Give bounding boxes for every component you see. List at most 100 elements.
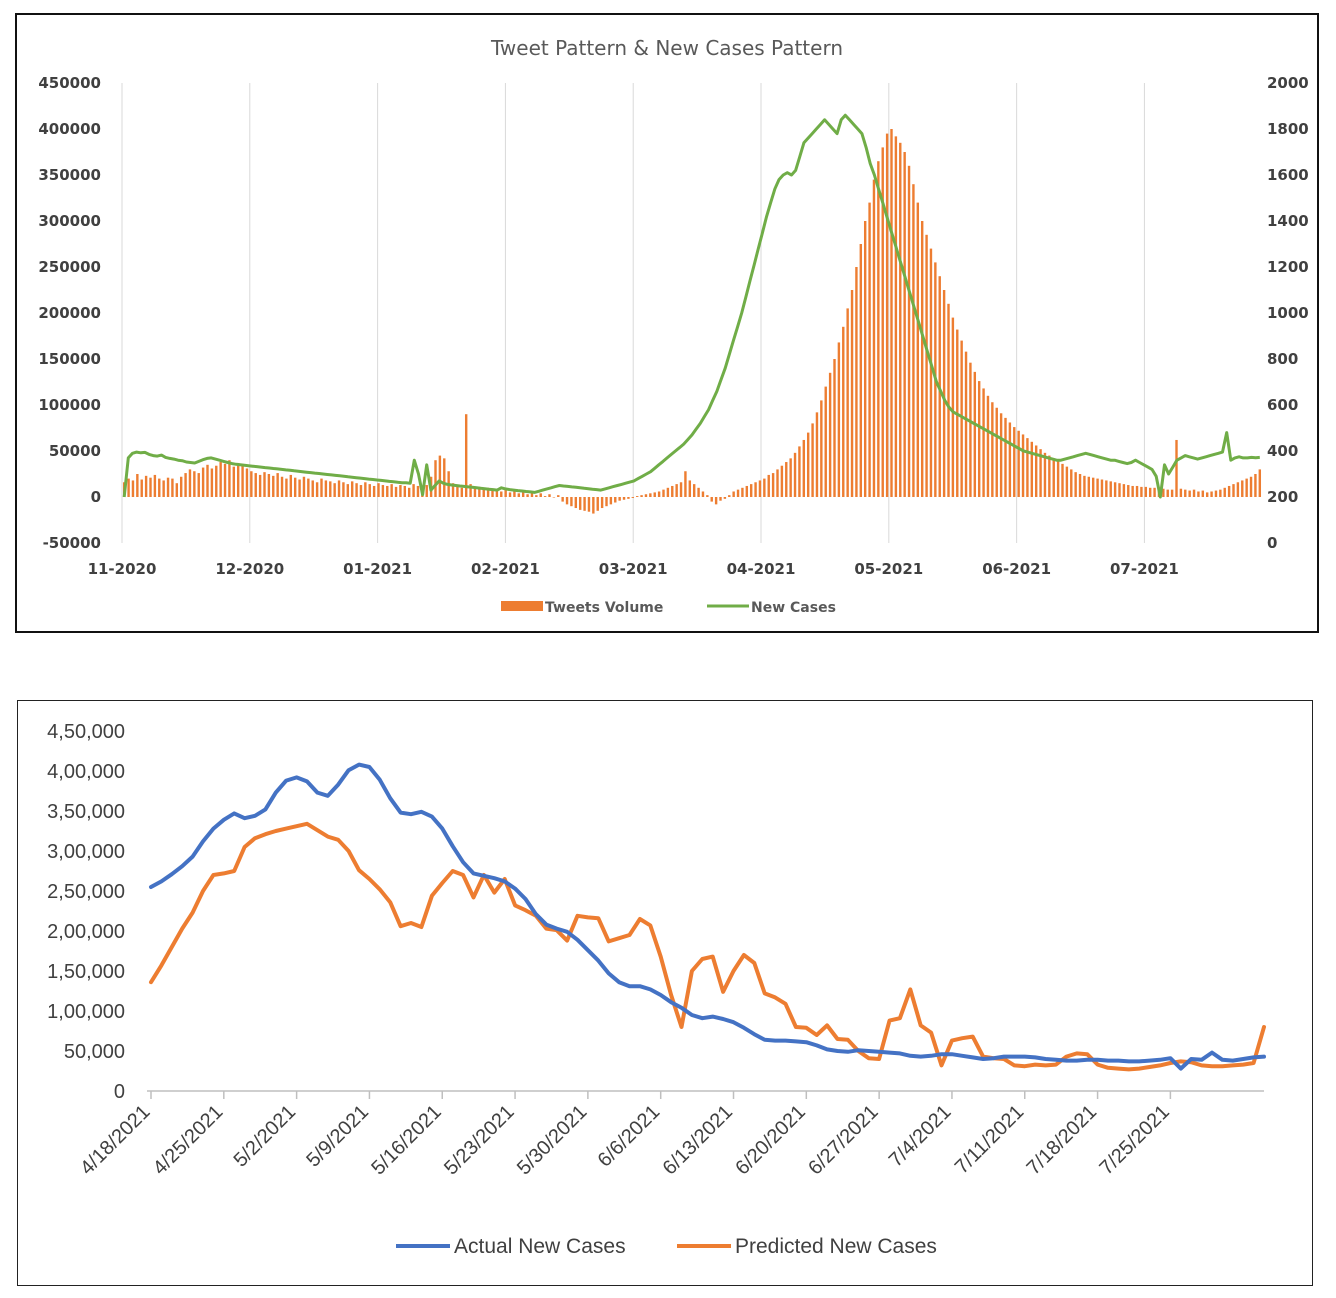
tweets-volume-bar	[1148, 487, 1152, 497]
tweets-volume-bar	[311, 480, 314, 497]
chart1-y-right-tick: 1400	[1267, 212, 1309, 230]
tweets-volume-bar	[443, 458, 446, 497]
tweets-volume-bar	[991, 402, 994, 497]
tweets-volume-bar	[438, 455, 442, 497]
tweets-volume-bar	[394, 486, 398, 497]
tweets-volume-bar	[614, 497, 617, 503]
chart2-x-tick: 6/6/2021	[594, 1101, 665, 1172]
tweets-volume-bar	[863, 221, 867, 497]
tweets-volume-bar	[1245, 478, 1248, 497]
tweets-volume-bar	[806, 432, 810, 497]
chart2-x-tick: 4/25/2021	[149, 1101, 227, 1179]
tweets-volume-bar	[837, 342, 841, 497]
tweets-volume-bar	[697, 487, 700, 497]
tweets-volume-bar	[859, 244, 863, 497]
tweets-volume-bar	[999, 413, 1003, 497]
tweets-volume-bar	[381, 485, 385, 497]
tweets-volume-bar	[548, 494, 551, 497]
tweets-volume-bar	[872, 179, 876, 497]
tweets-volume-bar	[460, 487, 464, 497]
tweets-volume-bar	[136, 474, 139, 497]
tweets-volume-bar	[285, 478, 288, 497]
tweets-volume-bar	[1013, 427, 1016, 497]
tweets-volume-bar	[276, 473, 279, 497]
tweets-volume-bar	[947, 303, 950, 497]
tweets-volume-bar	[158, 478, 161, 497]
tweets-volume-bar	[723, 497, 727, 499]
tweets-volume-bar	[622, 497, 626, 500]
tweets-volume-bar	[236, 462, 240, 497]
tweets-volume-bar	[671, 485, 674, 497]
tweets-volume-bar	[521, 491, 525, 497]
tweets-volume-bar	[780, 465, 784, 497]
chart1-x-tick: 12-2020	[215, 560, 284, 578]
tweets-volume-bar	[1091, 477, 1095, 497]
tweets-volume-bar	[451, 483, 455, 497]
chart1-y-right-tick: 400	[1267, 442, 1298, 460]
tweets-volume-bar	[714, 497, 718, 505]
tweets-volume-bar	[688, 480, 692, 497]
chart2-x-tick: 6/20/2021	[731, 1101, 809, 1179]
tweets-volume-bar	[574, 497, 578, 509]
tweets-volume-bar	[942, 290, 946, 497]
tweets-volume-bar	[552, 497, 556, 498]
tweets-volume-bar	[1078, 474, 1082, 497]
tweets-volume-bar	[719, 497, 722, 501]
tweets-volume-bar	[333, 483, 336, 497]
tweets-volume-bar	[596, 497, 599, 511]
chart1-y-right-tick: 200	[1267, 488, 1298, 506]
tweets-volume-bar	[1210, 491, 1213, 497]
tweets-volume-bar	[1109, 481, 1112, 497]
tweets-volume-bar	[1074, 472, 1077, 497]
tweets-volume-bar	[710, 497, 713, 502]
chart2-x-tick: 4/18/2021	[76, 1101, 154, 1179]
tweets-volume-bar	[386, 485, 389, 497]
tweets-volume-bar	[706, 495, 709, 497]
tweets-volume-bar	[486, 487, 490, 497]
tweets-volume-bar	[763, 478, 766, 497]
tweets-volume-bar	[210, 468, 214, 497]
tweets-volume-bar	[605, 497, 608, 507]
tweets-volume-bar	[1004, 417, 1007, 497]
tweets-volume-bar	[175, 483, 179, 497]
tweets-volume-bar	[298, 479, 301, 497]
tweets-volume-bar	[162, 480, 165, 497]
tweets-volume-bar	[1227, 485, 1231, 497]
tweets-volume-bar	[912, 184, 915, 497]
tweets-volume-bar	[1144, 486, 1148, 497]
tweets-volume-bar	[539, 493, 542, 497]
tweets-volume-bar	[749, 484, 753, 497]
tweets-volume-bar	[701, 491, 705, 497]
tweets-volume-bar	[140, 479, 143, 497]
tweets-volume-bar	[434, 460, 437, 497]
tweets-volume-bar	[215, 465, 218, 497]
chart1-y-left-tick: -50000	[43, 534, 101, 552]
tweets-volume-bar	[399, 485, 402, 497]
tweets-volume-bar	[644, 494, 648, 497]
tweets-volume-bar	[530, 492, 534, 497]
tweets-volume-bar	[456, 485, 459, 497]
tweets-volume-bar	[478, 486, 481, 497]
tweets-volume-bar	[570, 497, 573, 507]
tweets-volume-bar	[842, 326, 845, 497]
tweets-volume-bar	[767, 474, 770, 497]
tweets-volume-bar	[473, 488, 477, 497]
tweets-volume-bar	[635, 496, 639, 497]
tweets-volume-bar	[144, 475, 148, 497]
tweets-volume-bar	[1056, 461, 1060, 497]
tweets-volume-bar	[1034, 445, 1038, 497]
tweets-volume-bar	[223, 463, 227, 497]
tweets-volume-bar	[197, 473, 200, 497]
tweets-volume-bar	[517, 493, 521, 497]
tweets-volume-bar	[583, 497, 586, 511]
tweets-volume-bar	[377, 483, 380, 497]
tweets-volume-bar	[416, 485, 420, 497]
tweets-volume-bar	[491, 490, 494, 497]
tweets-volume-bar	[964, 351, 968, 497]
tweets-volume-bar	[535, 495, 538, 497]
chart2-y-tick: 3,00,000	[47, 841, 125, 863]
tweets-volume-bar	[561, 497, 564, 502]
tweets-volume-bar	[960, 340, 963, 497]
chart2-x-tick: 5/2/2021	[230, 1101, 301, 1172]
tweets-volume-bar	[815, 412, 819, 497]
